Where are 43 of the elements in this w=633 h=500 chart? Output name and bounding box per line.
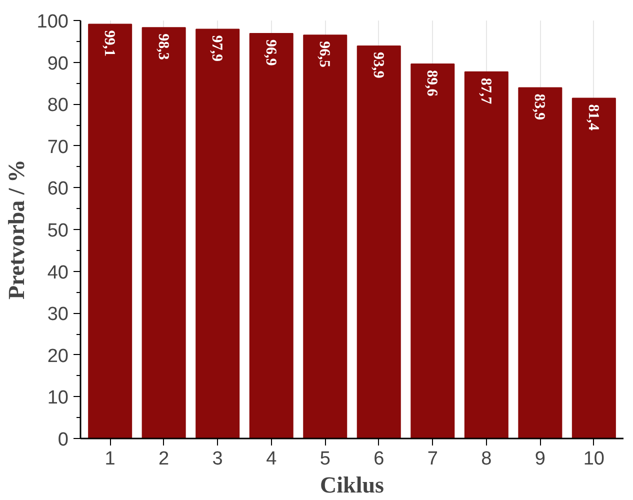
data-label: 83,9 — [531, 94, 548, 120]
y-tick-label: 80 — [47, 95, 69, 116]
y-tick-label: 10 — [47, 388, 69, 409]
data-label: 97,9 — [208, 35, 225, 62]
bar — [303, 34, 348, 438]
bar — [464, 71, 508, 438]
data-label: 99,1 — [101, 30, 118, 57]
y-tick-label: 60 — [47, 178, 69, 200]
bar — [196, 28, 240, 438]
x-tick-label: 3 — [212, 448, 223, 470]
y-tick-label: 30 — [47, 304, 69, 326]
y-tick-label: 100 — [36, 12, 68, 32]
bar — [142, 27, 186, 438]
bar — [249, 32, 294, 438]
y-tick-label: 50 — [47, 220, 69, 242]
data-label: 89,6 — [424, 70, 440, 97]
data-label: 87,7 — [477, 78, 494, 105]
y-tick-label: 0 — [58, 430, 69, 450]
y-tick-label: 40 — [47, 262, 69, 284]
y-tick-label: 90 — [47, 53, 69, 74]
x-tick-label: 8 — [481, 448, 492, 470]
bar — [518, 87, 562, 438]
x-tick-label: 2 — [158, 448, 170, 470]
y-tick-label: 70 — [47, 136, 69, 158]
x-tick-label: 10 — [583, 448, 605, 470]
bar — [572, 98, 616, 438]
bar — [88, 24, 132, 438]
x-axis-title: Ciklus — [320, 472, 384, 498]
x-tick-label: 1 — [104, 448, 116, 470]
x-tick-label: 7 — [427, 448, 438, 470]
data-label: 98,3 — [154, 34, 171, 60]
bar — [410, 63, 455, 438]
x-tick-label: 6 — [374, 448, 384, 470]
x-tick-label: 9 — [534, 448, 546, 470]
x-tick-label: 5 — [320, 448, 330, 470]
x-tick-label: 4 — [266, 448, 278, 470]
data-label: 96,5 — [316, 41, 332, 68]
y-axis-title: Pretvorba / % — [4, 159, 29, 300]
y-tick-label: 20 — [47, 346, 69, 367]
data-label: 93,9 — [370, 52, 386, 78]
data-label: 81,4 — [584, 104, 601, 131]
data-label: 96,9 — [262, 39, 278, 66]
bar — [356, 46, 401, 438]
